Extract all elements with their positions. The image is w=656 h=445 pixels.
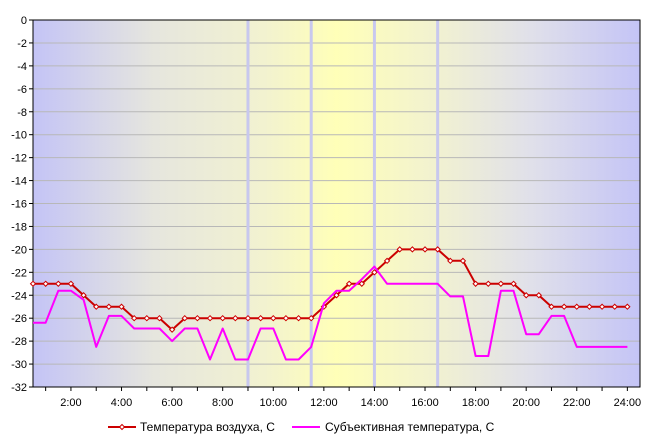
x-axis: 2:00 4:00 6:00 8:00 10:00 12:00 14:00 16:00 18:0… (45, 387, 642, 409)
data-point-marker (156, 314, 163, 322)
data-point-marker (42, 280, 49, 287)
data-point-marker (624, 303, 631, 310)
data-point-marker (459, 257, 467, 265)
data-point-marker (586, 303, 593, 310)
data-point-marker (548, 303, 555, 310)
x-tick-label: 24:00 (614, 397, 642, 409)
data-point-marker (472, 280, 479, 287)
data-point-marker (308, 314, 315, 322)
x-tick-label: 4:00 (111, 397, 132, 409)
x-tick-label: 12:00 (310, 397, 338, 409)
data-point-marker (257, 314, 264, 322)
x-tick-label: 14:00 (361, 397, 389, 409)
data-point-marker (118, 303, 125, 310)
data-point-marker (421, 246, 429, 253)
y-tick-label: -28 (11, 336, 27, 348)
y-tick-label: -8 (17, 107, 27, 119)
x-tick-label: 2:00 (60, 397, 81, 409)
data-point-marker (345, 280, 353, 287)
y-tick-label: -16 (11, 199, 27, 211)
y-tick-label: -20 (11, 244, 27, 256)
y-tick-label: -14 (11, 176, 27, 188)
y-tick-label: -18 (11, 221, 27, 233)
data-point-marker (535, 292, 543, 299)
series-line-2 (33, 265, 628, 361)
legend-label-1: Температура воздуха, C (140, 420, 275, 434)
data-point-marker (409, 246, 416, 253)
data-point-marker (244, 314, 252, 322)
data-point-marker (67, 280, 75, 287)
data-point-marker (485, 280, 492, 287)
data-point-marker (219, 314, 226, 322)
y-tick-label: -26 (11, 313, 27, 325)
data-point-marker (447, 257, 454, 265)
legend-label-2: Субъективная температура, C (325, 420, 495, 434)
gridlines (33, 42, 640, 365)
series-layer (29, 246, 631, 361)
y-tick-label: -30 (11, 359, 27, 371)
data-point-marker (295, 314, 302, 322)
y-axis: 0 -2 -4 -6 -8 -10 -12 -14 -16 -18 -20 -22 -24 -26 -28 -… (11, 15, 33, 394)
data-point-marker (573, 303, 580, 310)
data-point-marker (93, 303, 100, 310)
y-tick-label: -32 (11, 382, 27, 394)
data-point-marker (55, 280, 62, 287)
x-tick-label: 10:00 (260, 397, 288, 409)
data-point-marker (105, 303, 113, 310)
data-point-marker (383, 257, 391, 265)
x-tick-label: 6:00 (161, 397, 182, 409)
data-point-marker (598, 303, 606, 310)
data-point-marker (270, 314, 277, 322)
data-point-marker (560, 303, 568, 310)
y-tick-label: -12 (11, 153, 27, 165)
data-point-marker (29, 280, 37, 287)
x-tick-label: 20:00 (512, 397, 540, 409)
y-tick-label: -10 (11, 130, 27, 142)
data-point-marker (371, 269, 378, 276)
data-point-marker (130, 314, 138, 322)
data-point-marker (206, 314, 214, 322)
data-point-marker (181, 314, 188, 322)
y-tick-label: -24 (11, 290, 27, 302)
data-point-marker (497, 280, 505, 287)
data-point-marker (510, 280, 517, 287)
period-lines (246, 20, 440, 387)
data-point-marker (168, 326, 176, 333)
data-point-marker (396, 246, 403, 253)
data-point-marker (80, 292, 87, 299)
y-tick-label: -2 (17, 38, 27, 50)
x-tick-label: 22:00 (563, 397, 591, 409)
x-tick-label: 18:00 (462, 397, 490, 409)
y-tick-label: -6 (17, 84, 27, 96)
data-point-marker (434, 246, 441, 253)
data-point-marker (194, 314, 201, 322)
y-tick-label: -4 (17, 61, 27, 73)
y-tick-label: 0 (21, 15, 27, 27)
x-tick-label: 8:00 (212, 397, 233, 409)
data-point-marker (333, 292, 340, 299)
x-tick-label: 16:00 (411, 397, 439, 409)
legend: Температура воздуха, C Субъективная темпе… (108, 420, 495, 434)
y-tick-label: -22 (11, 267, 27, 279)
data-point-marker (522, 292, 530, 299)
data-point-marker (358, 280, 365, 287)
data-point-marker (143, 314, 151, 322)
data-point-marker (232, 314, 239, 322)
data-point-marker (282, 314, 290, 322)
legend-marker (118, 423, 126, 431)
data-point-marker (611, 303, 618, 310)
